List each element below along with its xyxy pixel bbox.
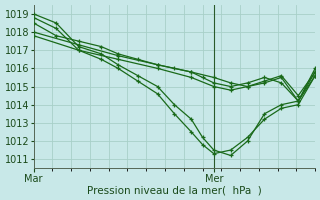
X-axis label: Pression niveau de la mer(  hPa  ): Pression niveau de la mer( hPa ): [87, 185, 262, 195]
